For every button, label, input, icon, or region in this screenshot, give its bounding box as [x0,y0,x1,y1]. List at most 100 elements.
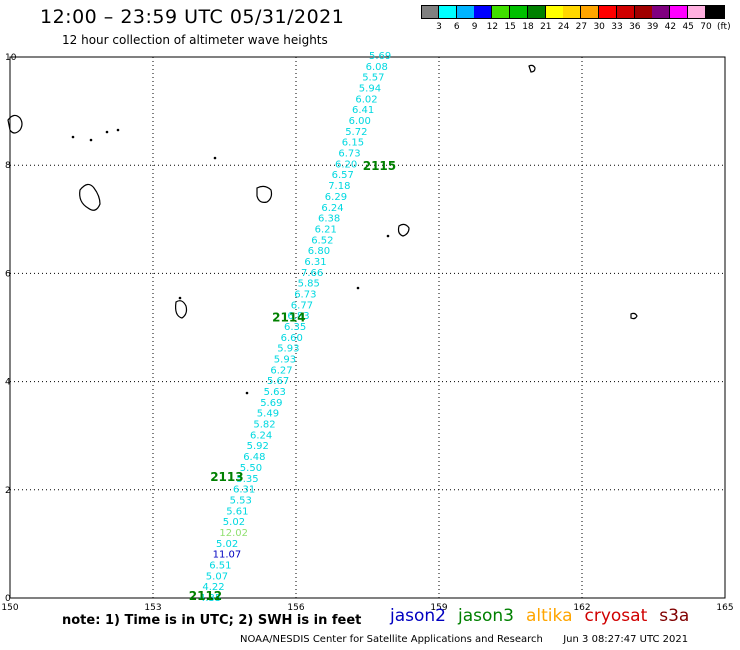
wave-height-label: 5.67 [267,376,289,387]
longitude-tick-label: 159 [430,603,447,613]
island-outline [175,300,188,319]
wave-height-label: 6.24 [250,430,272,441]
colorbar-swatch [652,5,671,19]
colorbar-label: 70 [700,22,712,32]
wave-height-label: 6.83 [287,311,309,322]
map-title: 12:00 – 23:59 UTC 05/31/2021 [40,6,345,28]
satellite-legend-jason3: jason3 [458,606,514,626]
island-dot [386,234,390,238]
longitude-tick-label: 153 [144,603,161,613]
wave-height-label: 6.15 [342,138,364,149]
colorbar-label: 9 [471,22,478,32]
colorbar-label: 6 [453,22,460,32]
map-frame [9,56,726,599]
satellite-legend-s3a: s3a [659,606,690,626]
island-outline [7,114,23,134]
wave-height-label: 5.50 [240,463,262,474]
wave-height-label: 6.21 [315,224,337,235]
colorbar-label: 27 [575,22,588,32]
colorbar-swatch [492,5,511,19]
island-outline [397,223,410,237]
wave-height-label: 6.02 [355,94,377,105]
colorbar-label: 39 [646,22,659,32]
latitude-tick-label: 2 [5,486,11,496]
longitude-tick-label: 165 [716,603,733,613]
colorbar-swatch [438,5,457,19]
colorbar-swatch [705,5,724,19]
wave-height-label: 5.93 [277,344,299,355]
longitude-tick-label: 150 [1,603,18,613]
wave-height-label: 5.57 [362,73,384,84]
satellite-legend-jason2: jason2 [390,606,446,626]
pass-time-label: 2112 [189,589,222,603]
wave-height-label: 6.48 [243,452,265,463]
colorbar-swatch [474,5,493,19]
colorbar-swatch [581,5,600,19]
island-dot [245,391,249,395]
satellite-legend-cryosat: cryosat [584,606,648,626]
colorbar-label: 24 [557,22,570,32]
latitude-tick-label: 8 [5,161,11,171]
wave-height-label: 5.82 [253,420,275,431]
colorbar-label: 42 [664,22,677,32]
wave-height-label: 5.69 [260,398,282,409]
colorbar-swatch [510,5,528,19]
pass-time-label: 2114 [272,310,305,324]
pass-time-label: 2115 [363,159,396,173]
credit-timestamp: Jun 3 08:27:47 UTC 2021 [563,634,689,645]
island-outline [256,185,273,203]
wave-height-label: 11.07 [213,550,242,561]
wave-height-label: 5.85 [298,279,320,290]
wave-height-label: 6.20 [335,159,357,170]
wave-height-label: 6.35 [284,322,306,333]
wave-height-label: 6.27 [270,365,292,376]
wave-height-label: 6.52 [311,235,333,246]
colorbar-swatch [563,5,582,19]
latitude-tick-label: 4 [5,378,11,388]
island-dot [89,138,93,142]
wave-height-label: 5.53 [230,495,252,506]
map-subtitle: 12 hour collection of altimeter wave hei… [62,33,328,47]
colorbar-label: 30 [593,22,605,32]
colorbar-swatch [545,5,564,19]
wave-height-label: 5.35 [236,474,258,485]
wave-height-label: 7.66 [301,268,323,279]
island-outline [528,64,536,73]
satellite-legend-altika: altika [526,606,573,626]
island-dot [116,128,120,132]
colorbar-label: 12 [486,22,499,32]
wave-height-label: 5.92 [247,441,269,452]
wave-height-label: 5.02 [223,517,245,528]
satellite-legend: jason2 jason3 altika cryosat s3a [390,606,701,626]
island-dot [105,130,109,134]
island-outline [630,312,638,320]
wave-height-label: 5.69 [369,51,391,62]
wave-height-label: 7.18 [328,181,350,192]
latitude-tick-label: 10 [5,53,17,63]
colorbar-label: (ft) [717,22,731,32]
wave-height-label: 5.49 [257,409,279,420]
wave-height-label: 6.38 [318,214,340,225]
footnote: note: 1) Time is in UTC; 2) SWH is in fe… [62,613,362,628]
colorbar-swatch [688,5,706,19]
colorbar-label: 36 [629,22,641,32]
wave-height-label: 6.31 [233,485,255,496]
colorbar-swatch [634,5,653,19]
island-dot [213,156,217,160]
longitude-tick-label: 156 [287,603,304,613]
pass-time-label: 2113 [210,470,243,484]
colorbar-label: 18 [522,22,534,32]
island-dot [178,296,182,300]
wave-height-label: 5.61 [226,506,248,517]
island-dot [71,135,75,139]
credit-line: NOAA/NESDIS Center for Satellite Applica… [240,634,688,645]
wave-height-label: 6.31 [304,257,326,268]
wave-height-label: 5.72 [345,127,367,138]
colorbar-label: 21 [540,22,552,32]
island-outline [79,183,101,211]
wave-height-label: 4.22 [202,582,224,593]
wave-height-label: 6.00 [349,116,371,127]
wave-height-label: 5.07 [206,571,228,582]
wave-height-label: 12.02 [219,528,248,539]
